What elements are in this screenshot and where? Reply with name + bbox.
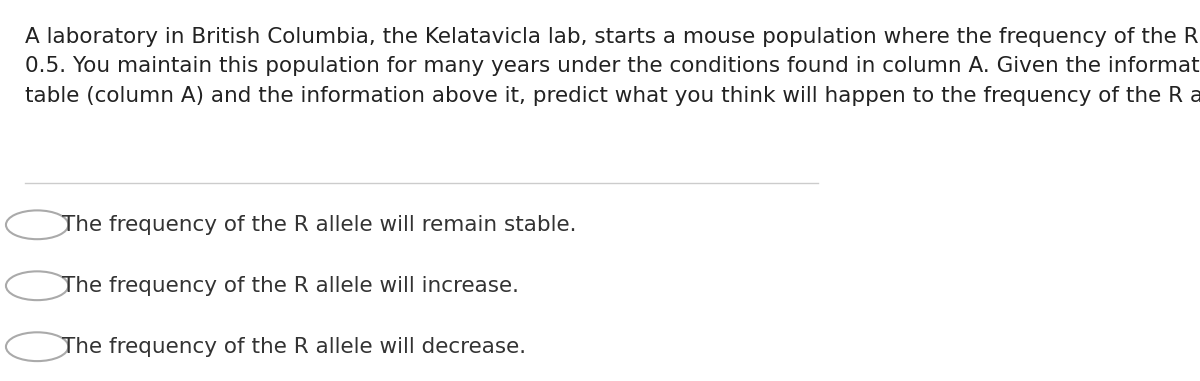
Circle shape (6, 271, 68, 300)
Text: A laboratory in British Columbia, the Kelatavicla lab, starts a mouse population: A laboratory in British Columbia, the Ke… (25, 27, 1200, 106)
Circle shape (6, 210, 68, 239)
Text: The frequency of the R allele will increase.: The frequency of the R allele will incre… (62, 276, 518, 296)
Text: The frequency of the R allele will remain stable.: The frequency of the R allele will remai… (62, 215, 576, 235)
Text: The frequency of the R allele will decrease.: The frequency of the R allele will decre… (62, 337, 526, 357)
Circle shape (6, 332, 68, 361)
